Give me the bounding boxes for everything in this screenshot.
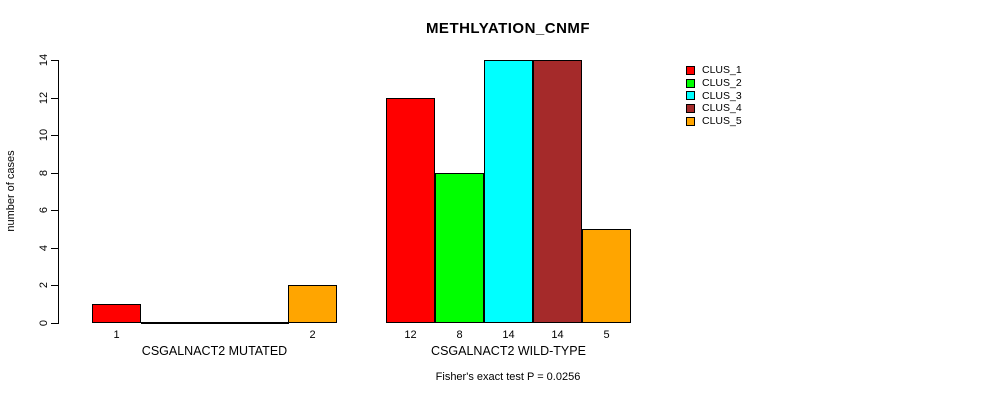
legend-swatch-clus_3 <box>686 91 695 101</box>
y-tick-label: 10 <box>38 128 50 142</box>
y-tick-label: 4 <box>38 244 50 252</box>
y-tick-label: 14 <box>38 53 50 67</box>
bar-clus_3-group1 <box>484 60 533 323</box>
y-tick-label: 12 <box>38 91 50 105</box>
bar-clus_1-group1 <box>386 98 435 323</box>
bar-value-label: 12 <box>404 329 417 341</box>
y-tick-mark <box>51 173 58 174</box>
bar-value-label: 2 <box>309 329 316 341</box>
legend-swatch-clus_2 <box>686 78 695 88</box>
y-tick-mark <box>51 98 58 99</box>
bar-clus_5-group0 <box>288 285 337 323</box>
fisher-test-annotation: Fisher's exact test P = 0.0256 <box>435 371 581 383</box>
legend-label: CLUS_1 <box>702 64 742 77</box>
legend-swatch-clus_5 <box>686 116 695 126</box>
y-tick-mark <box>51 135 58 136</box>
legend: CLUS_1 CLUS_2 CLUS_3 CLUS_4 CLUS_5 <box>686 64 742 127</box>
x-group-label-wildtype: CSGALNACT2 WILD-TYPE <box>431 344 586 358</box>
legend-label: CLUS_3 <box>702 89 742 102</box>
bar-clus_5-group1 <box>582 229 631 323</box>
y-tick-label: 2 <box>38 281 50 289</box>
bar-value-label: 8 <box>456 329 463 341</box>
y-tick-label: 6 <box>38 206 50 214</box>
bar-clus_2-group1 <box>435 173 484 323</box>
bar-value-label: 1 <box>113 329 120 341</box>
legend-row: CLUS_2 <box>686 77 742 90</box>
y-tick-mark <box>51 285 58 286</box>
bar-value-label: 14 <box>551 329 564 341</box>
chart-title: METHLYATION_CNMF <box>425 20 591 37</box>
bar-clus_4-group1 <box>533 60 582 323</box>
zero-bar-clus_3-group0 <box>190 322 240 324</box>
legend-row: CLUS_5 <box>686 115 742 128</box>
legend-label: CLUS_5 <box>702 115 742 128</box>
y-tick-label: 8 <box>38 169 50 177</box>
y-tick-mark <box>51 60 58 61</box>
legend-label: CLUS_4 <box>702 102 742 115</box>
bar-value-label: 5 <box>603 329 610 341</box>
legend-label: CLUS_2 <box>702 77 742 90</box>
legend-row: CLUS_4 <box>686 102 742 115</box>
y-tick-mark <box>51 210 58 211</box>
legend-swatch-clus_4 <box>686 103 695 113</box>
zero-bar-clus_4-group0 <box>239 322 289 324</box>
y-axis-line <box>58 60 59 324</box>
legend-row: CLUS_3 <box>686 89 742 102</box>
y-tick-mark <box>51 248 58 249</box>
y-tick-mark <box>51 323 58 324</box>
y-axis-label: number of cases <box>5 150 17 232</box>
x-group-label-mutated: CSGALNACT2 MUTATED <box>141 344 288 358</box>
y-tick-label: 0 <box>38 319 50 327</box>
legend-row: CLUS_1 <box>686 64 742 77</box>
bar-clus_1-group0 <box>92 304 141 323</box>
bar-value-label: 14 <box>502 329 515 341</box>
legend-swatch-clus_1 <box>686 65 695 75</box>
zero-bar-clus_2-group0 <box>141 322 191 324</box>
